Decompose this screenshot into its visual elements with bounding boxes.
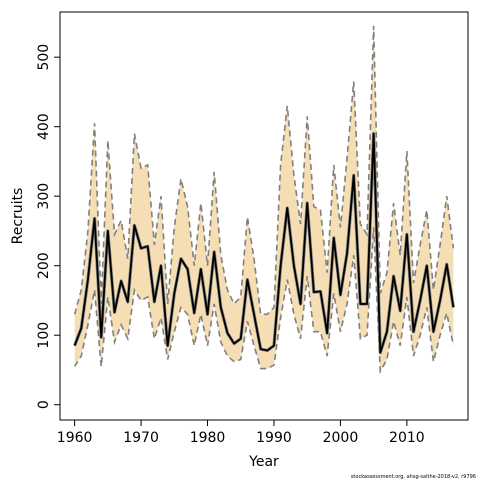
y-axis: 0 100 200 300 400 500 bbox=[36, 44, 60, 409]
plot-frame bbox=[59, 11, 469, 421]
x-tick-label: 1980 bbox=[190, 430, 226, 446]
x-tick-label: 1960 bbox=[57, 430, 93, 446]
x-tick-label: 2000 bbox=[323, 430, 359, 446]
median-line bbox=[73, 132, 455, 354]
y-axis-title: Recruits bbox=[10, 188, 26, 245]
y-tick-label: 400 bbox=[36, 113, 52, 140]
x-tick-label: 2010 bbox=[389, 430, 425, 446]
upper-bound-line bbox=[73, 25, 455, 316]
y-tick-label: 100 bbox=[36, 322, 52, 349]
y-tick-label: 0 bbox=[36, 400, 52, 409]
y-tick-label: 200 bbox=[36, 252, 52, 279]
lower-bound-line bbox=[73, 227, 455, 375]
x-axis-title: Year bbox=[248, 454, 279, 470]
credit-note: stockassessment.org, ahsg-salthe-2018-v2… bbox=[351, 474, 476, 480]
y-tick-label: 500 bbox=[36, 44, 52, 71]
x-axis: 1960 1970 1980 1990 2000 2010 bbox=[57, 420, 425, 446]
x-tick-label: 1970 bbox=[123, 430, 159, 446]
x-tick-label: 1990 bbox=[256, 430, 292, 446]
median-line-layer bbox=[73, 132, 455, 355]
y-tick-label: 300 bbox=[36, 183, 52, 210]
confidence-bound-layer bbox=[73, 25, 455, 375]
